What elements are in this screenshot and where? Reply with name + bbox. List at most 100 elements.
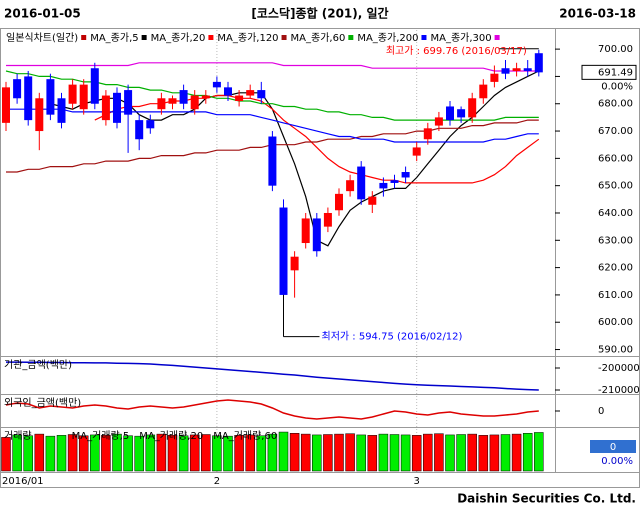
panel-title: 외국인_금액(백만)	[4, 397, 81, 409]
legend-swatch	[208, 35, 214, 40]
legend-label: MA_거래량,20	[139, 430, 203, 442]
y-tick-label: 700.00	[598, 44, 633, 55]
volume-bar	[134, 435, 144, 472]
candle-body	[168, 98, 177, 104]
candle-body	[312, 218, 321, 252]
volume-bar	[234, 435, 244, 472]
volume-bar	[256, 435, 267, 472]
x-tick-label: 3	[414, 476, 420, 487]
volume-bar	[156, 433, 167, 472]
change-label: 0.00%	[601, 81, 633, 92]
volume-bar	[45, 435, 56, 472]
volume-bar	[389, 434, 400, 472]
volume-bar	[34, 433, 45, 472]
volume-bar	[423, 433, 433, 472]
start-date: 2016-01-05	[4, 7, 81, 21]
y-tick-label: 630.00	[598, 235, 633, 246]
volume-bar	[300, 433, 311, 472]
legend-label: MA_거래량,5	[72, 430, 130, 442]
annotation: 최고가 : 699.76 (2016/03/17)	[386, 45, 527, 57]
candle-body	[301, 218, 310, 244]
volume-bar	[511, 433, 522, 472]
candle-body	[257, 90, 266, 99]
candle-body	[35, 98, 44, 132]
volume-bar	[212, 435, 222, 472]
y-tick-label: 650.00	[598, 181, 633, 192]
legend-swatch	[141, 35, 147, 40]
volume-bar	[334, 433, 344, 472]
volume-bar	[101, 435, 111, 472]
candle-body	[523, 68, 532, 71]
volume-bar	[123, 435, 133, 472]
candle-body	[368, 196, 377, 205]
volume-bar	[67, 434, 78, 472]
candle-body	[479, 84, 488, 99]
volume-bar	[289, 433, 300, 472]
candle-body	[101, 95, 110, 121]
volume-bar	[145, 434, 156, 472]
candle-body	[423, 128, 432, 140]
end-date: 2016-03-18	[559, 7, 636, 21]
volume-bar	[400, 434, 411, 472]
volume-bar	[456, 434, 466, 472]
candle-body	[534, 53, 543, 73]
volume-bar	[90, 434, 100, 472]
indicator-line	[5, 399, 539, 420]
y-tick-label: 0	[598, 406, 604, 417]
x-tick-label: 2016/01	[2, 476, 44, 487]
candle-body	[13, 79, 22, 99]
price-label: 691.49	[598, 67, 633, 78]
candle-body	[512, 68, 521, 71]
volume-bar	[267, 433, 278, 472]
candle-body	[490, 73, 499, 82]
volume-bar	[245, 434, 255, 472]
value-box	[590, 440, 636, 453]
candle-body	[57, 98, 66, 123]
legend-label: MA_종가,200	[357, 32, 418, 44]
y-tick-label: 620.00	[598, 263, 633, 274]
moving-average	[6, 108, 539, 143]
volume-bar	[489, 434, 500, 472]
y-tick-label: 600.00	[598, 317, 633, 328]
candle-body	[290, 256, 299, 271]
volume-bar	[445, 434, 455, 472]
volume-bar	[411, 435, 422, 472]
legend-swatch	[281, 35, 287, 40]
candle-body	[246, 90, 255, 96]
volume-bar	[23, 435, 33, 472]
annotation: 최저가 : 594.75 (2016/02/12)	[322, 331, 463, 343]
legend-label: MA_종가,300	[430, 32, 491, 44]
candle-body	[268, 136, 277, 186]
candle-body	[434, 117, 443, 126]
candle-body	[457, 109, 466, 118]
legend-title: 일본식차트(일간)	[6, 32, 78, 44]
volume-bar	[112, 433, 122, 472]
volume-bar	[178, 435, 189, 472]
volume-bar	[367, 435, 378, 472]
volume-bar	[1, 437, 11, 472]
candle-body	[501, 68, 510, 74]
candle-body	[146, 120, 155, 129]
legend-label: MA_종가,120	[217, 32, 278, 44]
volume-bar	[356, 434, 366, 472]
candle-body	[235, 95, 244, 102]
chart-title: [코스닥]종합 (201), 일간	[251, 6, 388, 21]
legend-swatch	[348, 35, 354, 40]
volume-bar	[167, 435, 178, 472]
y-tick-label: 670.00	[598, 126, 633, 137]
legend-swatch	[494, 35, 500, 40]
change-label: 0.00%	[601, 456, 633, 467]
legend-swatch	[81, 35, 87, 40]
candle-body	[46, 79, 55, 115]
candle-body	[157, 98, 166, 110]
candle-body	[24, 76, 33, 121]
candle-body	[124, 90, 133, 115]
legend-label: MA_거래량,60	[213, 430, 277, 442]
candle-body	[79, 84, 88, 110]
volume-bar	[189, 434, 200, 472]
legend-label: MA_종가,60	[291, 32, 346, 44]
legend-label: MA_종가,20	[151, 32, 206, 44]
volume-bar	[312, 434, 322, 472]
volume-bar	[478, 435, 489, 472]
volume-bar	[12, 434, 22, 472]
